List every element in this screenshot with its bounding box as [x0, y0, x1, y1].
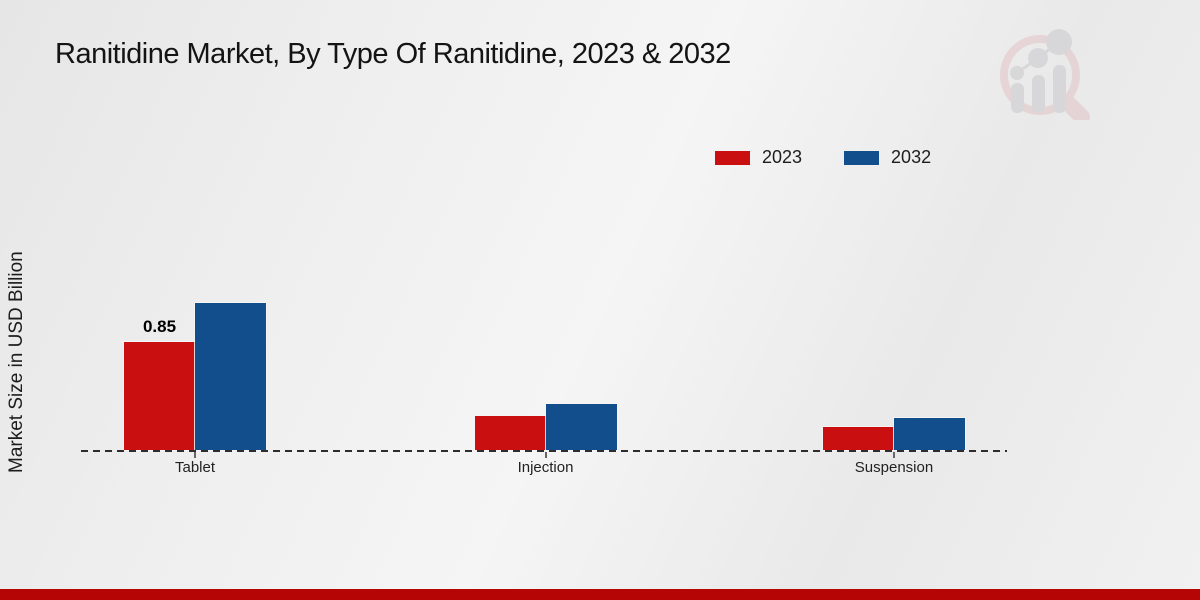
legend-item-2032: 2032 [844, 147, 931, 168]
logo-dot-small-icon [1010, 66, 1024, 80]
legend-swatch-2032-icon [844, 150, 880, 165]
legend-label-2032: 2032 [891, 147, 932, 167]
bar-2023-tablet [123, 341, 196, 451]
bar-2023-suspension [822, 426, 895, 451]
magnifier-handle-icon [1060, 95, 1090, 120]
logo-bar-tall-icon [1053, 65, 1066, 113]
legend-item-2023: 2023 [715, 147, 802, 168]
bar-2023-injection [473, 415, 547, 451]
bar-value-label: 0.85 [142, 317, 177, 336]
logo-dot-large-icon [1046, 29, 1072, 55]
legend-swatch-2023-icon [715, 150, 750, 165]
bar-2032-injection [544, 403, 618, 451]
bar-2032-tablet [194, 302, 267, 451]
chart-title: Ranitidine Market, By Type Of Ranitidine… [55, 38, 731, 70]
brand-logo-watermark [1000, 29, 1090, 120]
footer-bar [0, 589, 1200, 600]
x-axis-tick [194, 452, 196, 458]
x-tick-label-injection: Injection [517, 459, 574, 476]
x-axis-baseline [81, 450, 1007, 452]
x-axis-tick [893, 452, 895, 458]
x-tick-label-suspension: Suspension [854, 459, 934, 476]
bar-2032-suspension [893, 417, 966, 451]
legend: 2023 2032 [715, 147, 931, 168]
x-axis-tick [544, 452, 547, 458]
x-tick-label-tablet: Tablet [174, 459, 216, 476]
logo-dot-mid-icon [1028, 48, 1048, 68]
logo-bar-short-icon [1011, 83, 1024, 113]
legend-label-2023: 2023 [762, 147, 803, 167]
logo-bar-mid-icon [1032, 75, 1045, 113]
